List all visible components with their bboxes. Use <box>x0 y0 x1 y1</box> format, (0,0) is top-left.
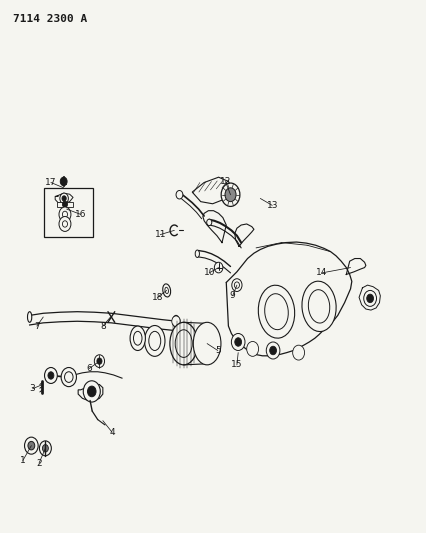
Text: 6: 6 <box>86 364 92 373</box>
Circle shape <box>61 368 76 386</box>
Circle shape <box>231 279 242 292</box>
Circle shape <box>171 316 180 327</box>
Circle shape <box>39 441 51 456</box>
Ellipse shape <box>308 289 329 323</box>
Ellipse shape <box>162 284 170 297</box>
Ellipse shape <box>172 316 179 327</box>
Text: 12: 12 <box>219 177 230 186</box>
Ellipse shape <box>193 322 220 365</box>
Circle shape <box>44 368 57 383</box>
Text: 9: 9 <box>229 291 235 300</box>
Circle shape <box>94 355 104 368</box>
Circle shape <box>234 338 241 346</box>
Ellipse shape <box>175 330 192 358</box>
Circle shape <box>206 219 211 225</box>
Circle shape <box>292 345 304 360</box>
Circle shape <box>62 201 67 207</box>
Text: 11: 11 <box>154 230 166 239</box>
Circle shape <box>28 441 35 450</box>
Circle shape <box>24 437 38 454</box>
Ellipse shape <box>258 285 294 338</box>
Ellipse shape <box>27 312 32 322</box>
Ellipse shape <box>133 332 142 345</box>
Circle shape <box>83 381 100 402</box>
Text: 2: 2 <box>36 459 42 467</box>
Text: 3: 3 <box>30 384 35 393</box>
Text: 8: 8 <box>100 321 106 330</box>
Circle shape <box>225 188 236 201</box>
Text: 14: 14 <box>316 269 327 277</box>
Polygon shape <box>192 177 232 204</box>
Polygon shape <box>78 384 103 400</box>
Text: 10: 10 <box>203 269 214 277</box>
Bar <box>44 188 93 237</box>
Circle shape <box>42 445 48 452</box>
Circle shape <box>221 183 239 206</box>
Circle shape <box>59 207 71 222</box>
Text: 5: 5 <box>214 346 220 355</box>
Circle shape <box>231 334 245 351</box>
Circle shape <box>87 386 96 397</box>
Circle shape <box>176 190 182 199</box>
Ellipse shape <box>170 322 197 365</box>
Text: 1: 1 <box>20 456 26 465</box>
Ellipse shape <box>264 294 288 330</box>
Circle shape <box>246 342 258 357</box>
Text: 13: 13 <box>266 201 277 210</box>
Text: 18: 18 <box>151 293 163 302</box>
Text: 17: 17 <box>45 178 57 187</box>
Ellipse shape <box>144 326 164 357</box>
Ellipse shape <box>148 332 160 351</box>
Text: 7114 2300 A: 7114 2300 A <box>14 14 87 24</box>
Circle shape <box>59 216 71 231</box>
Circle shape <box>266 342 279 359</box>
Circle shape <box>64 372 73 382</box>
Ellipse shape <box>301 281 335 332</box>
Circle shape <box>366 294 373 303</box>
Circle shape <box>62 196 66 201</box>
Circle shape <box>269 346 276 355</box>
Circle shape <box>214 262 222 273</box>
Text: 4: 4 <box>109 428 115 437</box>
Ellipse shape <box>130 326 145 351</box>
Circle shape <box>97 358 102 365</box>
Circle shape <box>60 177 67 185</box>
Text: 16: 16 <box>75 210 86 219</box>
Text: 7: 7 <box>34 321 40 330</box>
Bar <box>57 201 73 207</box>
Text: 15: 15 <box>230 360 242 369</box>
Circle shape <box>60 193 68 204</box>
Circle shape <box>48 372 54 379</box>
